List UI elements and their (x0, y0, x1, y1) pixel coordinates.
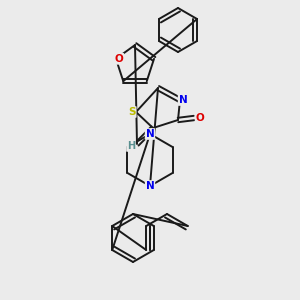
Text: N: N (146, 129, 154, 139)
Text: O: O (115, 54, 123, 64)
Text: S: S (128, 107, 136, 117)
Text: N: N (146, 181, 154, 191)
Text: N: N (178, 95, 188, 105)
Text: O: O (196, 113, 204, 123)
Text: H: H (127, 141, 135, 151)
